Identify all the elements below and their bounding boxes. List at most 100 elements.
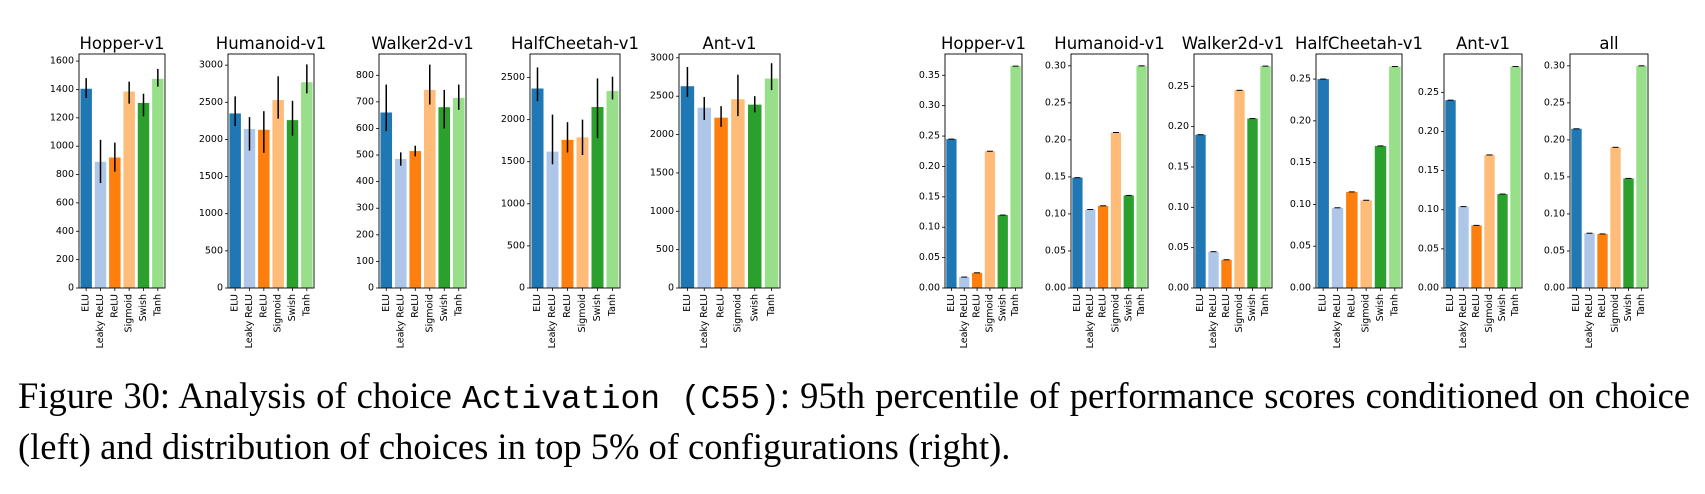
x-tick-label: Sigmoid	[1110, 294, 1121, 332]
y-tick-label: 100	[356, 256, 374, 267]
bar	[1072, 177, 1083, 288]
chart-title: Humanoid-v1	[1054, 34, 1164, 53]
x-tick-label: Tanh	[152, 294, 163, 317]
y-tick-label: 0.10	[1418, 204, 1439, 215]
y-tick-label: 0.20	[1544, 134, 1565, 145]
bar	[1623, 178, 1634, 288]
y-tick-label: 0.10	[1168, 202, 1189, 213]
bar	[1636, 65, 1647, 288]
bar	[380, 112, 393, 288]
plot-frame	[944, 53, 1023, 289]
x-tick-label: ReLU	[1221, 294, 1232, 318]
y-tick-label: 700	[356, 96, 374, 107]
plot-frame	[1315, 53, 1403, 289]
x-tick-label: ReLU	[1098, 294, 1109, 318]
x-tick-label: Tanh	[453, 294, 464, 317]
bar	[764, 78, 779, 289]
x-tick-label: Swish	[997, 294, 1008, 321]
y-tick-label: 0.15	[1544, 171, 1565, 182]
chart-title: all	[1599, 34, 1618, 53]
x-tick-label: Swish	[1623, 294, 1634, 321]
y-tick-label: 0.25	[1544, 97, 1565, 108]
x-tick-label: Leaky ReLU	[1458, 294, 1469, 348]
y-tick-label: 2000	[650, 129, 674, 140]
bar	[1123, 195, 1134, 288]
x-tick-label: Swish	[749, 294, 760, 321]
y-tick-label: 0.15	[1168, 161, 1189, 172]
x-tick-label: Sigmoid	[424, 294, 435, 332]
bar	[1360, 200, 1372, 288]
y-tick-label: 0.20	[1290, 115, 1311, 126]
x-tick-label: Leaky ReLU	[547, 294, 558, 348]
bar	[1110, 132, 1122, 288]
y-tick-label: 2500	[199, 97, 223, 108]
y-tick-label: 3000	[650, 52, 674, 63]
y-tick-label: 0.10	[1544, 208, 1565, 219]
chart-panel: ELU Leaky ReLU ReLU Sigmoid Swish Tanh 0 500 100…	[199, 34, 326, 348]
chart-title: Walker2d-v1	[371, 34, 474, 53]
bar	[394, 159, 407, 288]
bar	[748, 104, 762, 288]
bar	[123, 91, 135, 288]
y-tick-label: 3000	[199, 60, 223, 71]
x-tick-label: Tanh	[1510, 294, 1521, 317]
x-tick-label: Leaky ReLU	[699, 294, 710, 348]
chart-title: Ant-v1	[1456, 34, 1510, 53]
x-tick-label: ELU	[1445, 294, 1456, 312]
x-tick-label: Leaky ReLU	[244, 294, 255, 348]
x-tick-label: Leaky ReLU	[959, 294, 970, 348]
bar	[243, 129, 256, 288]
caption-code: Activation (C55)	[462, 381, 780, 418]
y-tick-label: 0.15	[919, 191, 940, 202]
y-tick-label: 1000	[501, 198, 525, 209]
bar	[946, 139, 957, 288]
x-tick-label: Leaky ReLU	[1332, 294, 1343, 348]
chart-title: HalfCheetah-v1	[1295, 34, 1423, 53]
x-tick-label: Leaky ReLU	[395, 294, 406, 348]
y-tick-label: 0.15	[1290, 157, 1311, 168]
x-tick-label: ReLU	[972, 294, 983, 318]
caption-post: : 95th percentile of performance scores …	[18, 375, 1690, 467]
x-tick-label: Swish	[1497, 294, 1508, 321]
x-tick-label: Tanh	[301, 294, 312, 317]
chart-title: Ant-v1	[703, 34, 757, 53]
x-tick-label: Tanh	[1389, 294, 1400, 317]
y-tick-label: 0.30	[919, 100, 940, 111]
y-tick-label: 1500	[650, 167, 674, 178]
y-tick-label: 0.05	[1168, 242, 1189, 253]
y-tick-label: 0.25	[1418, 87, 1439, 98]
y-tick-label: 0.25	[919, 131, 940, 142]
y-tick-label: 0.30	[1045, 60, 1066, 71]
figure-caption: Figure 30: Analysis of choice Activation…	[18, 372, 1690, 470]
bar	[561, 139, 574, 288]
bar	[1510, 66, 1521, 289]
bar	[971, 272, 983, 288]
plot-frame	[78, 53, 166, 289]
bar	[1010, 66, 1021, 288]
y-tick-label: 0	[668, 283, 674, 294]
y-tick-label: 1400	[50, 84, 74, 95]
y-tick-label: 400	[56, 226, 74, 237]
y-tick-label: 0.05	[919, 252, 940, 263]
bar	[1221, 259, 1232, 288]
bar	[984, 151, 996, 288]
chart-panel: ELU Leaky ReLU ReLU Sigmoid Swish Tanh 0.00 0.0…	[1418, 34, 1523, 348]
bar	[531, 88, 544, 288]
y-tick-label: 0.05	[1418, 243, 1439, 254]
x-tick-label: Swish	[1247, 294, 1258, 321]
y-tick-label: 500	[507, 240, 525, 251]
y-tick-label: 0.15	[1045, 171, 1066, 182]
y-tick-label: 2000	[199, 134, 223, 145]
y-tick-label: 0.05	[1290, 241, 1311, 252]
x-tick-label: Tanh	[766, 294, 777, 317]
x-tick-label: Tanh	[1010, 294, 1021, 317]
x-tick-label: Sigmoid	[273, 294, 284, 332]
bar	[1097, 205, 1109, 288]
x-tick-label: ReLU	[562, 294, 573, 318]
bar	[697, 107, 711, 288]
bar	[546, 151, 559, 288]
y-tick-label: 0.15	[1418, 165, 1439, 176]
bar	[1247, 118, 1258, 288]
y-tick-label: 400	[356, 176, 374, 187]
chart-panel: ELU Leaky ReLU ReLU Sigmoid Swish Tanh 0.00 0.0…	[1045, 34, 1165, 348]
